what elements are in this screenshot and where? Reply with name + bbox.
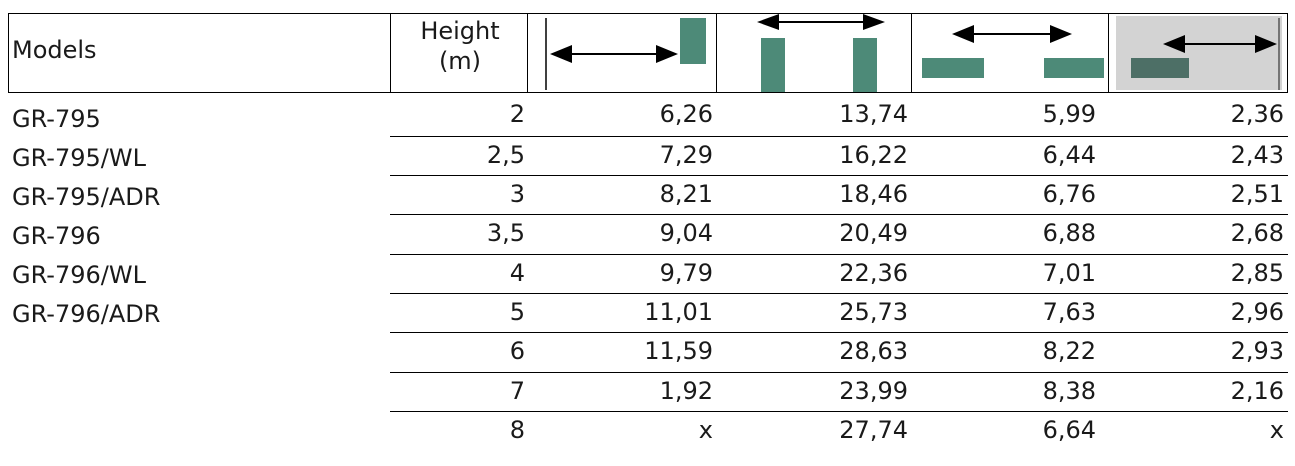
height-value: 4 xyxy=(509,259,525,287)
value-cell: 8,21 xyxy=(659,180,713,208)
model-name: GR-795/ADR xyxy=(12,183,161,211)
value-cell: x xyxy=(698,416,713,444)
height-value: 3,5 xyxy=(486,219,525,247)
value-cell: x xyxy=(1269,416,1284,444)
value-cell: 23,99 xyxy=(839,377,908,405)
model-name: GR-796/WL xyxy=(12,261,146,289)
value-cell: 25,73 xyxy=(839,298,908,326)
header-diagram-cell-1 xyxy=(527,13,717,93)
models-header-label: Models xyxy=(12,36,97,64)
value-cell: 2,96 xyxy=(1230,298,1284,326)
value-cell: 2,51 xyxy=(1230,180,1284,208)
value-cell: 2,43 xyxy=(1230,141,1284,169)
value-cell: 1,92 xyxy=(659,377,713,405)
model-name: GR-796/ADR xyxy=(12,300,161,328)
value-cell: 7,29 xyxy=(659,141,713,169)
value-cell: 2,85 xyxy=(1230,259,1284,287)
value-cell: 22,36 xyxy=(839,259,908,287)
model-name: GR-795 xyxy=(12,105,101,133)
table-row: 2,5 7,29 16,22 6,44 2,43 xyxy=(390,136,1288,173)
two-low-bars-span-arrow-icon xyxy=(922,25,1104,78)
value-cell: 6,76 xyxy=(1042,180,1096,208)
value-cell: 2,93 xyxy=(1230,337,1284,365)
table-row: 7 1,92 23,99 8,38 2,16 xyxy=(390,372,1288,409)
value-cell: 8,22 xyxy=(1042,337,1096,365)
height-header-label: Height (m) xyxy=(400,16,520,76)
table-header xyxy=(8,13,1288,93)
value-cell: 6,26 xyxy=(659,100,713,128)
value-cell: 11,01 xyxy=(644,298,713,326)
table-row: 6 11,59 28,63 8,22 2,93 xyxy=(390,332,1288,369)
value-cell: 6,64 xyxy=(1042,416,1096,444)
value-cell: 8,38 xyxy=(1042,377,1096,405)
value-cell: 18,46 xyxy=(839,180,908,208)
table-row: 2 6,26 13,74 5,99 2,36 xyxy=(390,96,1288,132)
value-cell: 2,16 xyxy=(1230,377,1284,405)
two-posts-span-arrow-icon xyxy=(757,14,885,92)
header-diagram-cell-2 xyxy=(716,13,912,93)
header-height-cell xyxy=(390,13,528,93)
height-value: 2,5 xyxy=(486,141,525,169)
height-header-line1: Height xyxy=(420,17,500,45)
single-post-right-arrow-icon xyxy=(545,18,706,90)
value-cell: 7,01 xyxy=(1042,259,1096,287)
table-row: 3,5 9,04 20,49 6,88 2,68 xyxy=(390,214,1288,251)
model-name: GR-795/WL xyxy=(12,144,146,172)
value-cell: 2,36 xyxy=(1230,100,1284,128)
height-header-line2: (m) xyxy=(438,47,482,75)
header-diagram-cell-3 xyxy=(911,13,1109,93)
value-cell: 9,79 xyxy=(659,259,713,287)
value-cell: 20,49 xyxy=(839,219,908,247)
grey-panel-bar-arrow-icon xyxy=(1116,16,1282,90)
value-cell: 7,63 xyxy=(1042,298,1096,326)
value-cell: 6,88 xyxy=(1042,219,1096,247)
table-row: 8 x 27,74 6,64 x xyxy=(390,411,1288,448)
table-row: 3 8,21 18,46 6,76 2,51 xyxy=(390,175,1288,212)
height-value: 2 xyxy=(509,100,525,128)
height-value: 7 xyxy=(509,377,525,405)
table-row: 4 9,79 22,36 7,01 2,85 xyxy=(390,254,1288,291)
value-cell: 27,74 xyxy=(839,416,908,444)
height-value: 3 xyxy=(509,180,525,208)
model-name: GR-796 xyxy=(12,222,101,250)
header-models-cell xyxy=(8,13,391,93)
height-value: 5 xyxy=(509,298,525,326)
value-cell: 9,04 xyxy=(659,219,713,247)
height-value: 6 xyxy=(509,337,525,365)
value-cell: 16,22 xyxy=(839,141,908,169)
value-cell: 2,68 xyxy=(1230,219,1284,247)
height-value: 8 xyxy=(509,416,525,444)
value-cell: 28,63 xyxy=(839,337,908,365)
value-cell: 6,44 xyxy=(1042,141,1096,169)
value-cell: 13,74 xyxy=(839,100,908,128)
value-cell: 5,99 xyxy=(1042,100,1096,128)
value-cell: 11,59 xyxy=(644,337,713,365)
table-row: 5 11,01 25,73 7,63 2,96 xyxy=(390,293,1288,330)
